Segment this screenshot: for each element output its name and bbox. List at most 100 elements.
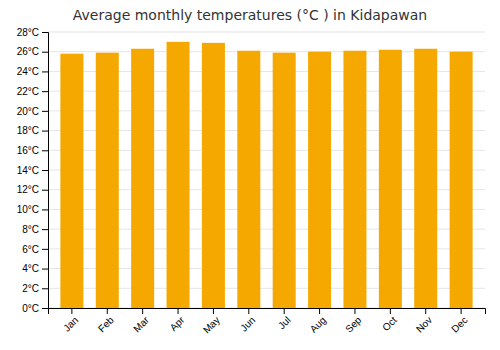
grid-line xyxy=(48,32,485,33)
x-tick: Mar xyxy=(131,308,151,334)
y-tick: 22°C xyxy=(17,86,48,97)
y-tick-mark xyxy=(42,209,48,210)
x-tick-label: Dec xyxy=(449,314,469,334)
x-tick: May xyxy=(201,308,222,336)
bar xyxy=(450,52,473,308)
x-tick-label: Aug xyxy=(308,314,328,334)
y-tick-label: 22°C xyxy=(17,86,39,97)
x-tick-label: Nov xyxy=(414,314,434,334)
y-tick-mark xyxy=(42,170,48,171)
y-tick-label: 26°C xyxy=(17,46,39,57)
x-tick-label: Mar xyxy=(131,314,151,334)
y-tick: 6°C xyxy=(22,244,48,255)
x-tick-mark xyxy=(248,308,249,314)
y-tick-mark xyxy=(42,131,48,132)
x-tick-mark xyxy=(461,308,462,314)
x-axis: Jan Feb Mar Apr May Jun Jul Aug Sep Oct Nov Dec xyxy=(49,308,486,336)
chart: Average monthly temperatures (°C ) in Ki… xyxy=(0,0,500,350)
y-tick-mark xyxy=(42,32,48,33)
y-tick: 0°C xyxy=(22,303,48,314)
x-tick-label: Feb xyxy=(96,314,116,334)
x-tick-mark xyxy=(178,308,179,314)
y-tick-mark xyxy=(42,111,48,112)
x-tick: Jan xyxy=(61,308,80,334)
x-tick-label: Jun xyxy=(238,314,257,333)
bar xyxy=(202,43,225,308)
bar xyxy=(60,54,83,308)
x-tick-mark xyxy=(71,308,72,314)
x-tick: Jul xyxy=(276,308,293,331)
y-tick-label: 10°C xyxy=(17,204,39,215)
y-tick: 28°C xyxy=(17,27,48,38)
y-tick-label: 28°C xyxy=(17,27,39,38)
x-tick-mark xyxy=(142,308,143,314)
x-tick-mark xyxy=(284,308,285,314)
x-tick: Feb xyxy=(96,308,116,334)
y-tick: 14°C xyxy=(17,165,48,176)
x-tick: Sep xyxy=(343,308,364,335)
y-tick-mark xyxy=(42,91,48,92)
y-tick: 2°C xyxy=(22,283,48,294)
y-tick: 18°C xyxy=(17,125,48,136)
y-tick-label: 6°C xyxy=(22,244,39,255)
x-tick: Aug xyxy=(308,308,328,335)
x-tick-mark xyxy=(390,308,391,314)
y-tick: 16°C xyxy=(17,145,48,156)
y-tick-label: 20°C xyxy=(17,106,39,117)
bar xyxy=(308,52,331,308)
x-tick-mark xyxy=(354,308,355,314)
y-axis: 0°C 2°C 4°C 6°C 8°C 10°C 12°C 14°C 16°C 18°C 20°C 2… xyxy=(17,27,49,314)
y-tick-label: 0°C xyxy=(22,303,39,314)
x-tick-mark xyxy=(319,308,320,314)
x-tick-label: Jul xyxy=(276,314,293,331)
x-tick: Nov xyxy=(414,308,434,335)
bars xyxy=(60,42,472,308)
x-tick-label: Oct xyxy=(380,314,399,333)
y-tick-mark xyxy=(42,249,48,250)
x-tick-mark xyxy=(107,308,108,314)
y-tick-mark xyxy=(42,71,48,72)
title: Average monthly temperatures (°C ) in Ki… xyxy=(73,7,427,23)
y-tick-label: 4°C xyxy=(22,263,39,274)
y-tick-label: 14°C xyxy=(17,165,39,176)
bar xyxy=(379,50,402,308)
y-tick-label: 16°C xyxy=(17,145,39,156)
y-tick-mark xyxy=(42,269,48,270)
y-tick-label: 12°C xyxy=(17,184,39,195)
x-tick: Apr xyxy=(168,308,187,333)
y-tick-mark xyxy=(42,190,48,191)
x-axis-line xyxy=(49,309,486,315)
y-tick-label: 24°C xyxy=(17,66,39,77)
y-tick-mark xyxy=(42,229,48,230)
bar xyxy=(237,51,260,308)
y-tick: 24°C xyxy=(17,66,48,77)
x-tick-label: Sep xyxy=(343,314,364,335)
x-tick-label: May xyxy=(201,314,222,335)
x-tick-label: Apr xyxy=(168,314,187,333)
y-tick: 4°C xyxy=(22,263,48,274)
plot: Jan Feb Mar Apr May Jun Jul Aug Sep Oct Nov Dec 0°C 2… xyxy=(17,27,486,336)
x-tick: Jun xyxy=(238,308,257,334)
y-tick-label: 2°C xyxy=(22,283,39,294)
y-tick-mark xyxy=(42,308,48,309)
y-tick-label: 8°C xyxy=(22,224,39,235)
x-tick: Dec xyxy=(449,308,469,335)
x-tick-label: Jan xyxy=(61,314,80,333)
y-tick-mark xyxy=(42,52,48,53)
x-tick: Oct xyxy=(380,308,399,333)
y-tick: 8°C xyxy=(22,224,48,235)
bar xyxy=(343,51,366,308)
x-tick-mark xyxy=(425,308,426,314)
bar xyxy=(96,53,119,308)
y-tick: 20°C xyxy=(17,106,48,117)
grid xyxy=(48,32,485,308)
y-tick: 26°C xyxy=(17,46,48,57)
bar xyxy=(167,42,190,308)
x-tick-mark xyxy=(213,308,214,314)
bar xyxy=(414,49,437,308)
y-tick: 10°C xyxy=(17,204,48,215)
bar xyxy=(273,53,296,308)
y-axis-line xyxy=(42,33,49,309)
y-tick-mark xyxy=(42,288,48,289)
y-tick-mark xyxy=(42,150,48,151)
